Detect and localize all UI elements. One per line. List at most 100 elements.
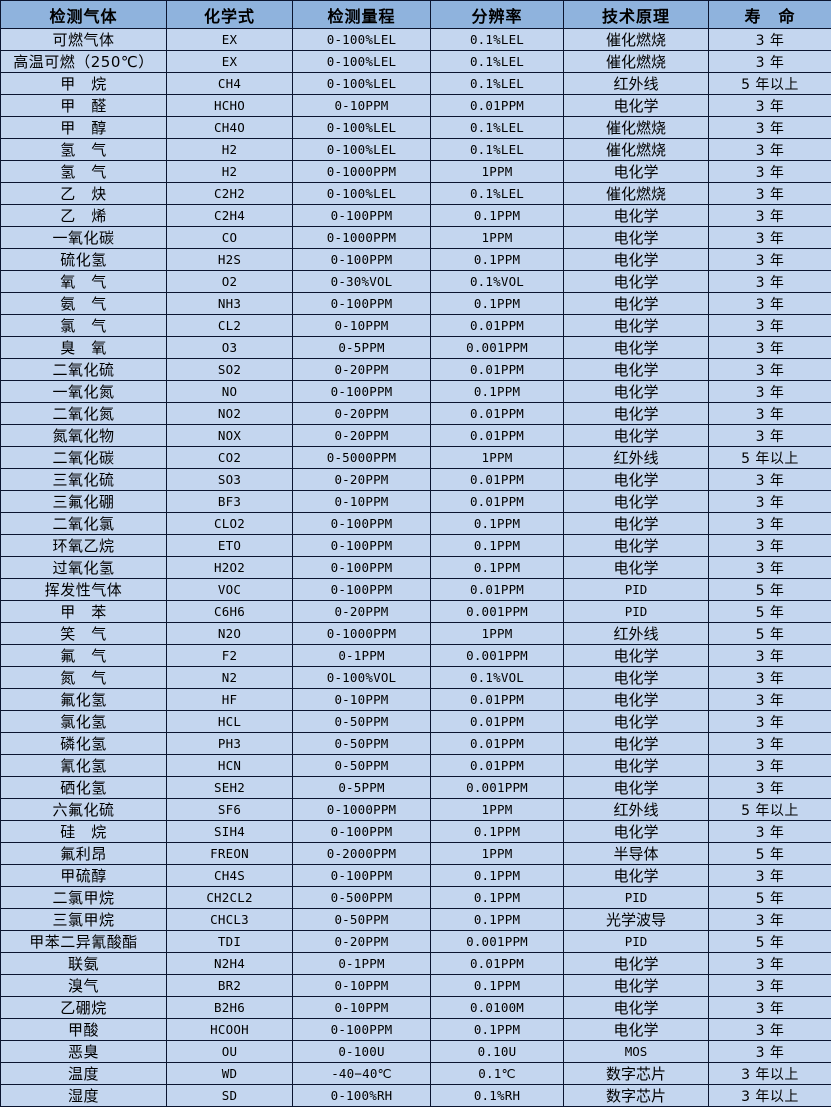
cell-lifespan: 5 年 [709, 623, 831, 645]
cell-range: 0-100PPM [293, 381, 431, 403]
cell-resolution: 0.01PPM [431, 579, 564, 601]
cell-resolution: 0.001PPM [431, 337, 564, 359]
cell-formula: HCL [167, 711, 293, 733]
cell-resolution: 0.01PPM [431, 469, 564, 491]
cell-lifespan: 3 年 [709, 337, 831, 359]
cell-range: 0-100PPM [293, 1019, 431, 1041]
cell-gas: 可燃气体 [1, 29, 167, 51]
cell-technology: 电化学 [564, 645, 709, 667]
cell-technology: 电化学 [564, 557, 709, 579]
cell-formula: N2O [167, 623, 293, 645]
cell-resolution: 0.1%LEL [431, 183, 564, 205]
cell-gas: 氰化氢 [1, 755, 167, 777]
cell-technology: PID [564, 601, 709, 623]
cell-lifespan: 3 年 [709, 865, 831, 887]
cell-formula: CO2 [167, 447, 293, 469]
cell-resolution: 0.1PPM [431, 249, 564, 271]
cell-gas: 甲硫醇 [1, 865, 167, 887]
cell-range: 0-20PPM [293, 601, 431, 623]
column-header-formula: 化学式 [167, 1, 293, 29]
cell-technology: 电化学 [564, 777, 709, 799]
cell-formula: OU [167, 1041, 293, 1063]
cell-technology: 催化燃烧 [564, 29, 709, 51]
cell-range: 0-50PPM [293, 755, 431, 777]
cell-technology: 电化学 [564, 513, 709, 535]
cell-range: 0-20PPM [293, 403, 431, 425]
cell-formula: H2S [167, 249, 293, 271]
table-header: 检测气体 化学式 检测量程 分辨率 技术原理 寿 命 [1, 1, 831, 29]
cell-technology: 电化学 [564, 865, 709, 887]
cell-formula: B2H6 [167, 997, 293, 1019]
cell-lifespan: 3 年 [709, 29, 831, 51]
cell-resolution: 0.0100M [431, 997, 564, 1019]
cell-resolution: 0.01PPM [431, 425, 564, 447]
cell-lifespan: 3 年 [709, 557, 831, 579]
cell-range: 0-20PPM [293, 469, 431, 491]
cell-lifespan: 3 年 [709, 139, 831, 161]
column-header-range: 检测量程 [293, 1, 431, 29]
cell-resolution: 0.1%LEL [431, 51, 564, 73]
cell-lifespan: 3 年 [709, 293, 831, 315]
cell-range: 0-10PPM [293, 689, 431, 711]
cell-formula: WD [167, 1063, 293, 1085]
cell-gas: 高温可燃（250℃） [1, 51, 167, 73]
cell-resolution: 0.1%VOL [431, 271, 564, 293]
cell-gas: 三氧化硫 [1, 469, 167, 491]
cell-technology: 电化学 [564, 1019, 709, 1041]
cell-gas: 二氧化氯 [1, 513, 167, 535]
cell-gas: 二氧化硫 [1, 359, 167, 381]
cell-resolution: 0.01PPM [431, 315, 564, 337]
cell-range: 0-100%LEL [293, 183, 431, 205]
cell-lifespan: 3 年 [709, 469, 831, 491]
cell-formula: HF [167, 689, 293, 711]
cell-gas: 乙 炔 [1, 183, 167, 205]
cell-resolution: 0.1%LEL [431, 117, 564, 139]
cell-lifespan: 3 年 [709, 535, 831, 557]
cell-technology: 电化学 [564, 689, 709, 711]
cell-gas: 一氧化氮 [1, 381, 167, 403]
cell-range: 0-5000PPM [293, 447, 431, 469]
cell-lifespan: 5 年以上 [709, 73, 831, 95]
cell-lifespan: 3 年 [709, 161, 831, 183]
cell-lifespan: 3 年 [709, 1041, 831, 1063]
cell-gas: 甲 醇 [1, 117, 167, 139]
cell-gas: 氟 气 [1, 645, 167, 667]
cell-formula: H2 [167, 161, 293, 183]
cell-formula: HCN [167, 755, 293, 777]
cell-lifespan: 3 年 [709, 381, 831, 403]
cell-resolution: 0.1℃ [431, 1063, 564, 1085]
column-header-gas: 检测气体 [1, 1, 167, 29]
cell-range: 0-20PPM [293, 425, 431, 447]
cell-formula: CH2CL2 [167, 887, 293, 909]
cell-range: 0-500PPM [293, 887, 431, 909]
cell-formula: NO2 [167, 403, 293, 425]
cell-resolution: 0.1PPM [431, 535, 564, 557]
cell-resolution: 0.1PPM [431, 513, 564, 535]
cell-technology: 电化学 [564, 755, 709, 777]
cell-formula: C6H6 [167, 601, 293, 623]
cell-resolution: 0.001PPM [431, 931, 564, 953]
cell-technology: 电化学 [564, 667, 709, 689]
cell-technology: 电化学 [564, 271, 709, 293]
cell-resolution: 0.1PPM [431, 887, 564, 909]
cell-gas: 温度 [1, 1063, 167, 1085]
cell-resolution: 0.01PPM [431, 755, 564, 777]
cell-gas: 六氟化硫 [1, 799, 167, 821]
cell-formula: N2 [167, 667, 293, 689]
cell-range: 0-100PPM [293, 249, 431, 271]
cell-formula: CH4 [167, 73, 293, 95]
cell-gas: 二氧化氮 [1, 403, 167, 425]
cell-technology: 电化学 [564, 491, 709, 513]
